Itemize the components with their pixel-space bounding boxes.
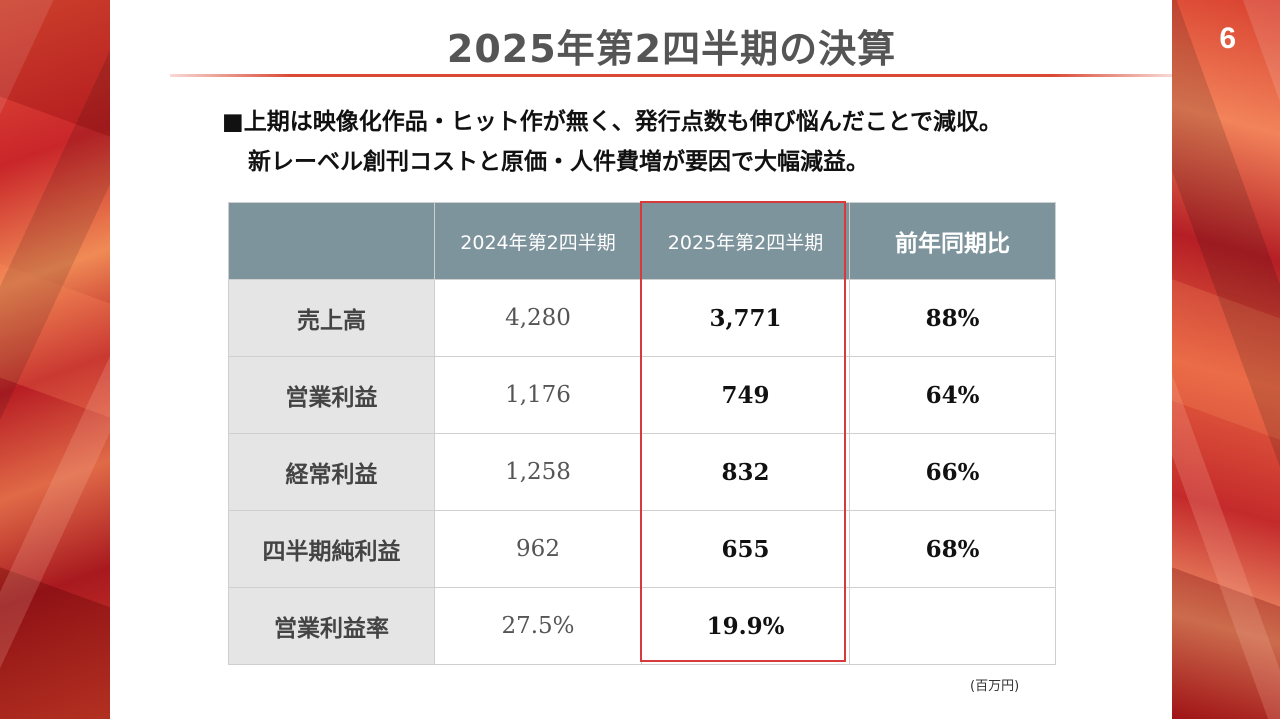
value-2025: 19.9% xyxy=(641,587,850,665)
summary-text: ■上期は映像化作品・ヒット作が無く、発行点数も伸び悩んだことで減収。 新レーベル… xyxy=(222,102,1142,182)
table-row: 四半期純利益 962 655 68% xyxy=(228,510,1056,588)
table-row: 経常利益 1,258 832 66% xyxy=(228,433,1056,511)
value-yoy: 68% xyxy=(849,510,1056,588)
value-2025: 832 xyxy=(641,433,850,511)
value-2025: 3,771 xyxy=(641,279,850,357)
table-header-row: 2024年第2四半期 2025年第2四半期 前年同期比 xyxy=(228,202,1056,280)
table-row: 営業利益率 27.5% 19.9% xyxy=(228,587,1056,665)
value-2024: 962 xyxy=(434,510,642,588)
header-empty xyxy=(228,202,435,280)
results-table: 2024年第2四半期 2025年第2四半期 前年同期比 売上高 4,280 3,… xyxy=(228,202,1056,665)
summary-line-1: ■上期は映像化作品・ヒット作が無く、発行点数も伸び悩んだことで減収。 xyxy=(222,109,1003,135)
title-divider xyxy=(170,74,1173,77)
slide-title: 2025年第2四半期の決算 xyxy=(446,27,897,71)
value-2025: 749 xyxy=(641,356,850,434)
decorative-right-panel xyxy=(1172,0,1280,719)
unit-note: (百万円) xyxy=(970,679,1020,694)
row-label: 売上高 xyxy=(228,279,435,357)
page-number: 6 xyxy=(1219,22,1236,55)
row-label: 営業利益 xyxy=(228,356,435,434)
header-yoy: 前年同期比 xyxy=(849,202,1056,280)
summary-line-2: 新レーベル創刊コストと原価・人件費増が要因で大幅減益。 xyxy=(248,149,869,175)
row-label: 四半期純利益 xyxy=(228,510,435,588)
value-2025: 655 xyxy=(641,510,850,588)
value-yoy: 64% xyxy=(849,356,1056,434)
value-2024: 27.5% xyxy=(434,587,642,665)
row-label: 営業利益率 xyxy=(228,587,435,665)
value-yoy xyxy=(849,587,1056,665)
value-2024: 1,258 xyxy=(434,433,642,511)
row-label: 経常利益 xyxy=(228,433,435,511)
value-yoy: 88% xyxy=(849,279,1056,357)
value-2024: 4,280 xyxy=(434,279,642,357)
value-2024: 1,176 xyxy=(434,356,642,434)
value-yoy: 66% xyxy=(849,433,1056,511)
decorative-left-panel xyxy=(0,0,110,719)
table-row: 営業利益 1,176 749 64% xyxy=(228,356,1056,434)
header-2024-q2: 2024年第2四半期 xyxy=(434,202,642,280)
table-row: 売上高 4,280 3,771 88% xyxy=(228,279,1056,357)
header-2025-q2: 2025年第2四半期 xyxy=(641,202,850,280)
